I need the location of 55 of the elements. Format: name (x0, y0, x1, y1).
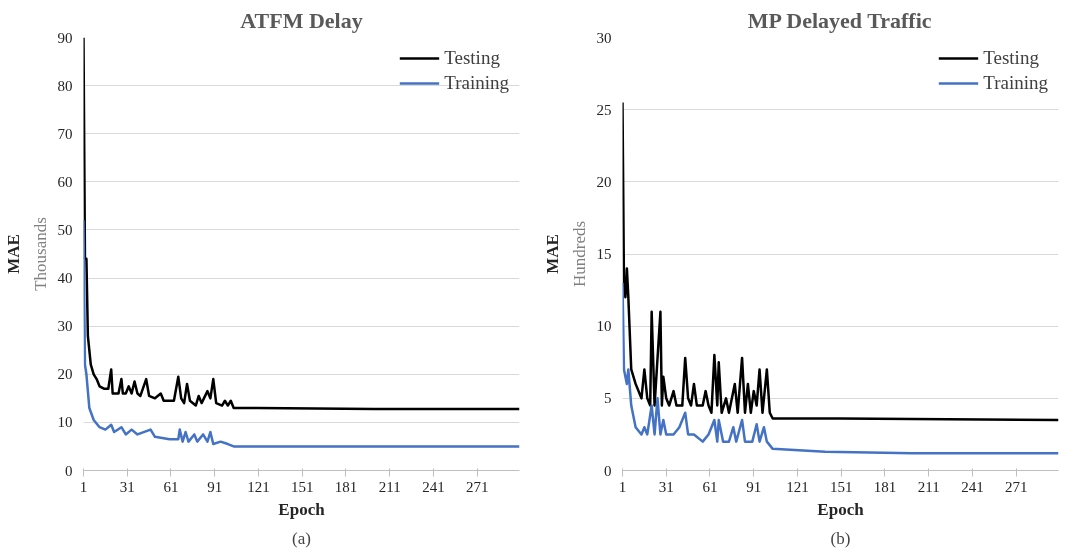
x-tick-label: 211 (917, 478, 940, 495)
y-tick-label: 40 (57, 270, 73, 287)
y-tick-label: 30 (57, 318, 73, 335)
y-tick-label: 20 (596, 173, 612, 190)
line-series (83, 37, 520, 411)
x-tick-label: 271 (465, 478, 489, 495)
x-tick-label: 31 (658, 478, 674, 495)
text: Hundreds (569, 220, 589, 288)
x-tick-label: 151 (290, 478, 314, 495)
y-tick-label: 30 (596, 29, 612, 46)
x-tick-label: 121 (786, 478, 809, 495)
x-tick-label: 211 (378, 478, 401, 495)
x-tick-label: 31 (119, 478, 135, 495)
x-axis-title: Epoch (817, 499, 865, 519)
chart-title: MP Delayed Traffic (747, 7, 932, 33)
y-tick-label: 90 (57, 29, 73, 46)
text: (b) (830, 528, 851, 548)
y-tick-label: 5 (604, 390, 612, 407)
x-tick-label: 151 (829, 478, 853, 495)
y-tick-label: 0 (604, 462, 612, 479)
x-tick-label: 181 (873, 478, 897, 495)
text: (a) (292, 528, 311, 548)
legend-label: Training (444, 72, 509, 94)
x-tick-label: 1 (618, 478, 627, 495)
x-tick-label: 91 (746, 478, 762, 495)
y-tick-label: 15 (596, 246, 612, 262)
x-tick-label: 181 (334, 478, 358, 495)
legend-label: Training (983, 72, 1048, 94)
y-tick-label: 20 (57, 366, 73, 383)
legend-label: Testing (444, 47, 500, 69)
legend-label: Testing (983, 47, 1039, 69)
y-tick-label: 60 (57, 173, 73, 190)
y-axis-title: MAE (542, 234, 562, 274)
y-tick-label: 80 (57, 77, 73, 94)
y-tick-label: 0 (65, 462, 73, 479)
x-tick-label: 61 (702, 478, 718, 495)
line-series (83, 219, 520, 448)
y-tick-label: 10 (596, 318, 612, 335)
x-tick-label: 91 (207, 478, 223, 495)
y-tick-label: 10 (57, 414, 73, 431)
text: Thousands (30, 217, 50, 291)
line-series (622, 101, 1059, 422)
x-tick-label: 241 (422, 478, 445, 495)
x-tick-label: 241 (961, 478, 984, 495)
x-tick-label: 271 (1004, 478, 1028, 495)
y-tick-label: 25 (596, 101, 612, 118)
x-tick-label: 121 (247, 478, 270, 495)
chart-title: ATFM Delay (240, 7, 363, 33)
x-axis-title: Epoch (278, 499, 326, 519)
y-tick-label: 50 (57, 221, 73, 238)
line-series (622, 281, 1059, 455)
x-tick-label: 61 (163, 478, 179, 495)
y-tick-label: 70 (57, 125, 73, 142)
y-axis-title: MAE (3, 234, 23, 274)
x-tick-label: 1 (79, 478, 88, 495)
